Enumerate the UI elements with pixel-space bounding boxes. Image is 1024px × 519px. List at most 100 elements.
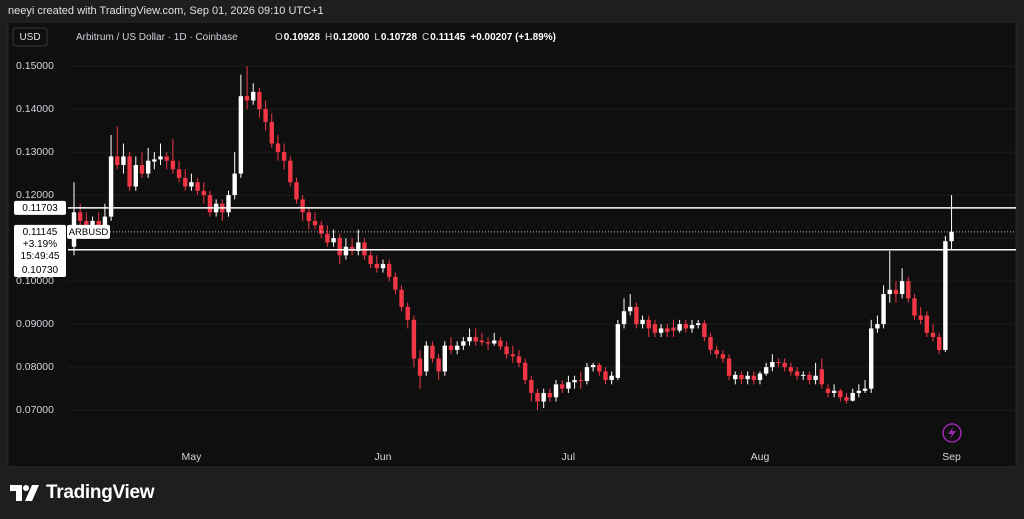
legend-key: H <box>325 32 332 43</box>
candle-body <box>108 156 114 217</box>
legend-value: 0.11145 <box>430 32 465 43</box>
candle-body <box>739 374 744 380</box>
candle-body <box>906 281 911 299</box>
candle-body <box>479 340 485 343</box>
attribution: neeyi created with TradingView.com, Sep … <box>8 5 324 17</box>
candle-body <box>924 315 930 333</box>
alert-icon[interactable] <box>942 423 962 443</box>
legend-value: 0.10728 <box>381 32 418 43</box>
candle-body <box>516 356 522 363</box>
candle-body <box>590 365 596 368</box>
legend-key: L <box>374 32 380 43</box>
chart-panel <box>7 21 1017 468</box>
y-tick-label: 0.09000 <box>16 318 54 330</box>
candle-body <box>671 327 676 331</box>
candle-body <box>937 337 942 350</box>
candle-body <box>356 242 361 252</box>
candle-body <box>399 289 404 307</box>
candle-body <box>405 306 410 320</box>
candle-body <box>96 220 101 226</box>
candle-body <box>535 392 540 402</box>
candle-body <box>733 374 738 380</box>
candle-body <box>77 212 83 221</box>
candle-body <box>949 231 954 242</box>
candle-body <box>584 367 590 381</box>
candle-body <box>207 195 213 213</box>
candle-body <box>176 169 182 178</box>
candle-body <box>831 390 837 393</box>
overlay: 0.11703 0.10730 0.11145+3.19%15:49:45 ARBUS… <box>14 200 1016 277</box>
candle-body <box>918 315 923 320</box>
candle-body <box>770 361 775 368</box>
countdown: 15:49:45 <box>21 251 60 262</box>
candle-body <box>275 143 281 153</box>
y-tick-label: 0.14000 <box>16 103 54 115</box>
candle-body <box>164 156 169 161</box>
candle-body <box>454 345 460 350</box>
brand: TradingView <box>46 482 155 503</box>
candle-body <box>461 341 466 346</box>
candle-body <box>306 212 312 221</box>
price-tag <box>14 263 66 277</box>
candle-body <box>380 263 386 269</box>
candle-body <box>930 332 936 338</box>
price-tag-label: 0.11703 <box>22 203 58 214</box>
currency-button[interactable] <box>12 27 48 47</box>
x-tick-label: Aug <box>751 451 770 463</box>
last-price-tag <box>14 224 66 265</box>
candle-body <box>541 392 546 402</box>
candle-body <box>615 324 621 378</box>
candle-body <box>522 362 528 381</box>
candle-body <box>794 371 800 376</box>
x-tick-label: Jul <box>562 451 575 463</box>
candle-body <box>504 346 509 355</box>
candle-body <box>875 324 880 329</box>
candle-body <box>281 152 287 161</box>
candle-body <box>702 323 707 338</box>
candle-body <box>331 238 336 243</box>
candle-body <box>757 373 763 381</box>
candle-body <box>189 182 194 187</box>
alert-bolt <box>948 427 956 439</box>
candle-body <box>152 159 157 162</box>
candle-body <box>683 324 689 329</box>
candle-body <box>139 165 145 174</box>
candle-body <box>788 367 794 372</box>
candle-body <box>628 306 633 312</box>
candle-body <box>844 397 849 401</box>
price-tag <box>14 200 66 215</box>
candle-body <box>448 345 454 350</box>
footer: TradingView <box>10 482 155 504</box>
candle-body <box>442 345 447 372</box>
symbol-title: Arbitrum / US Dollar · 1D · Coinbase <box>76 32 238 43</box>
candle-body <box>881 294 886 325</box>
candle-body <box>813 375 818 381</box>
candle-body <box>473 337 478 342</box>
legend-value: 0.12000 <box>333 32 370 43</box>
candle-body <box>621 311 627 325</box>
y-tick-label: 0.08000 <box>16 361 54 373</box>
candle-body <box>312 220 318 226</box>
candle-body <box>343 246 349 256</box>
candle-body <box>726 358 732 376</box>
candle-body <box>819 369 824 385</box>
candles <box>71 66 954 411</box>
candle-body <box>751 375 756 381</box>
candle-body <box>677 324 682 331</box>
candle-body <box>869 328 874 389</box>
candle-body <box>856 390 862 393</box>
candle-body <box>572 380 577 383</box>
candle-body <box>90 220 95 226</box>
candle-body <box>578 380 583 382</box>
ohlc-legend: O 0.10928 H 0.12000 L 0.10728 C 0.11145 +0.00207… <box>275 32 556 43</box>
candle-body <box>634 306 639 325</box>
candle-body <box>436 358 441 372</box>
y-tick-label: 0.15000 <box>16 60 54 72</box>
y-tick-label: 0.10000 <box>16 275 54 287</box>
candle-body <box>553 384 559 398</box>
candle-body <box>263 109 268 122</box>
candle-body <box>529 380 534 393</box>
currency[interactable]: USD <box>19 32 40 43</box>
